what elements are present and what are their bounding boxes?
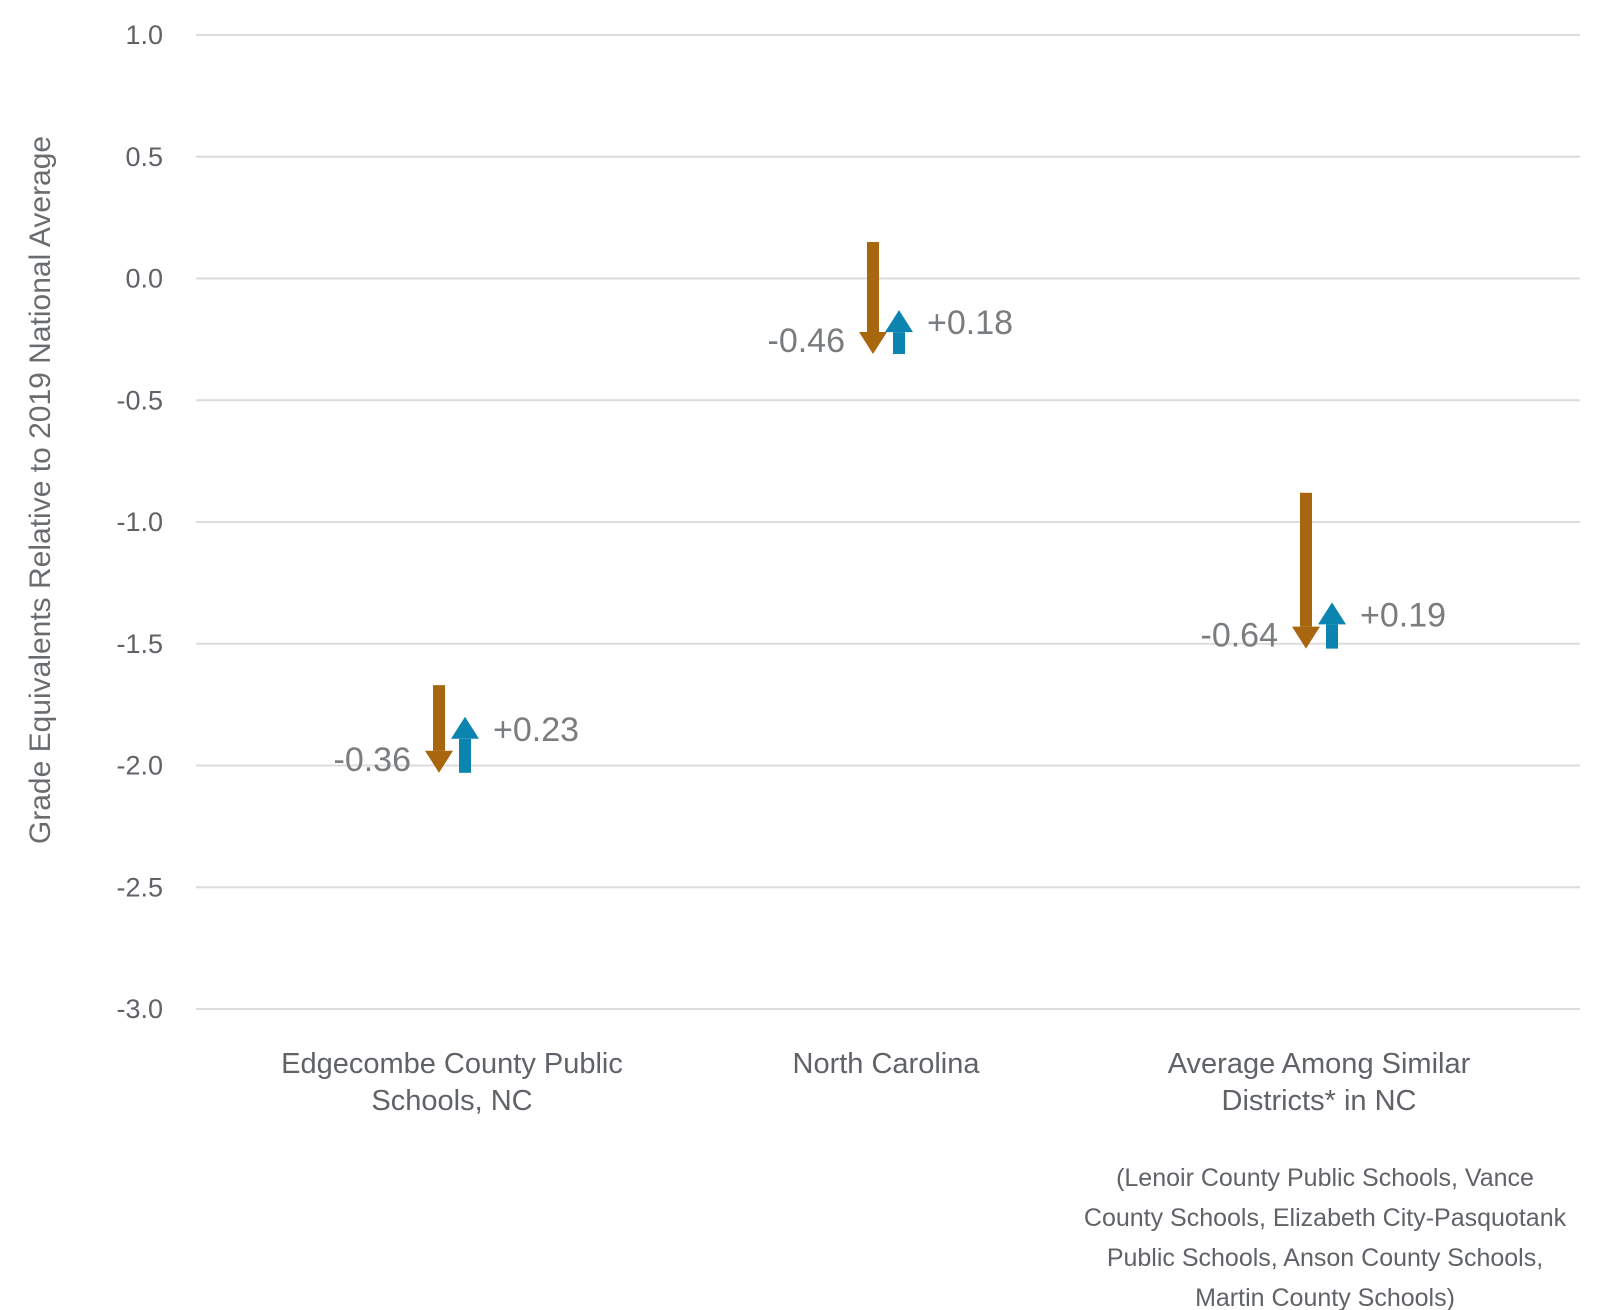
decline-data-label: -0.46 xyxy=(768,322,846,360)
y-axis-label: Grade Equivalents Relative to 2019 Natio… xyxy=(24,136,57,844)
recovery-arrow-head xyxy=(451,716,479,739)
y-tick-label: 0.5 xyxy=(125,142,163,172)
x-axis-categories: Edgecombe County Public Schools, NC North … xyxy=(281,1048,1470,1117)
recovery-arrow xyxy=(885,310,913,354)
decline-arrow-head xyxy=(1292,626,1320,649)
footnote-line: County Schools, Elizabeth City-Pasquotan… xyxy=(1084,1204,1567,1232)
decline-arrow-shaft xyxy=(867,241,879,332)
x-category-label: Schools, NC xyxy=(371,1085,532,1117)
x-category-label: Edgecombe County Public xyxy=(281,1048,623,1080)
gridlines xyxy=(196,34,1580,1010)
y-tick-label: -0.5 xyxy=(116,385,163,415)
footnote-line: Martin County Schools) xyxy=(1195,1284,1455,1310)
footnote-line: Public Schools, Anson County Schools, xyxy=(1107,1244,1543,1272)
decline-arrow-shaft xyxy=(1300,492,1312,627)
recovery-data-label: +0.18 xyxy=(927,304,1013,342)
y-tick-label: -2.0 xyxy=(116,751,163,781)
x-category-label: Districts* in NC xyxy=(1222,1085,1417,1117)
x-category-label: Average Among Similar xyxy=(1168,1048,1471,1080)
decline-arrow xyxy=(1292,492,1320,649)
decline-data-label: -0.64 xyxy=(1201,617,1279,655)
recovery-arrow xyxy=(451,716,479,773)
decline-arrow-shaft xyxy=(433,685,445,751)
arrow-marks: -0.36 +0.23 -0.46 +0.18 -0.64 +0.19 xyxy=(334,241,1446,779)
recovery-data-label: +0.23 xyxy=(493,711,579,749)
recovery-arrow-head xyxy=(885,310,913,333)
decline-arrow xyxy=(859,241,887,354)
footnote-line: (Lenoir County Public Schools, Vance xyxy=(1116,1164,1534,1192)
y-tick-label: -1.5 xyxy=(116,629,163,659)
recovery-arrow-shaft xyxy=(893,332,905,354)
recovery-arrow-head xyxy=(1318,602,1346,625)
recovery-data-label: +0.19 xyxy=(1360,596,1446,634)
x-category-label: North Carolina xyxy=(793,1048,981,1080)
recovery-arrow xyxy=(1318,602,1346,649)
footnote: (Lenoir County Public Schools, Vance Coun… xyxy=(1084,1164,1567,1310)
recovery-arrow-shaft xyxy=(459,738,471,773)
decline-arrow xyxy=(425,685,453,773)
decline-arrow-head xyxy=(859,331,887,354)
y-tick-label: 1.0 xyxy=(125,20,163,50)
y-tick-label: -3.0 xyxy=(116,994,163,1024)
recovery-arrow-shaft xyxy=(1326,624,1338,649)
y-axis-ticks: 1.0 0.5 0.0 -0.5 -1.0 -1.5 -2.0 -2.5 -3.0 xyxy=(116,20,163,1024)
y-tick-label: -2.5 xyxy=(116,872,163,902)
decline-data-label: -0.36 xyxy=(334,741,412,779)
y-tick-label: -1.0 xyxy=(116,507,163,537)
decline-arrow-head xyxy=(425,750,453,773)
y-tick-label: 0.0 xyxy=(125,264,163,294)
